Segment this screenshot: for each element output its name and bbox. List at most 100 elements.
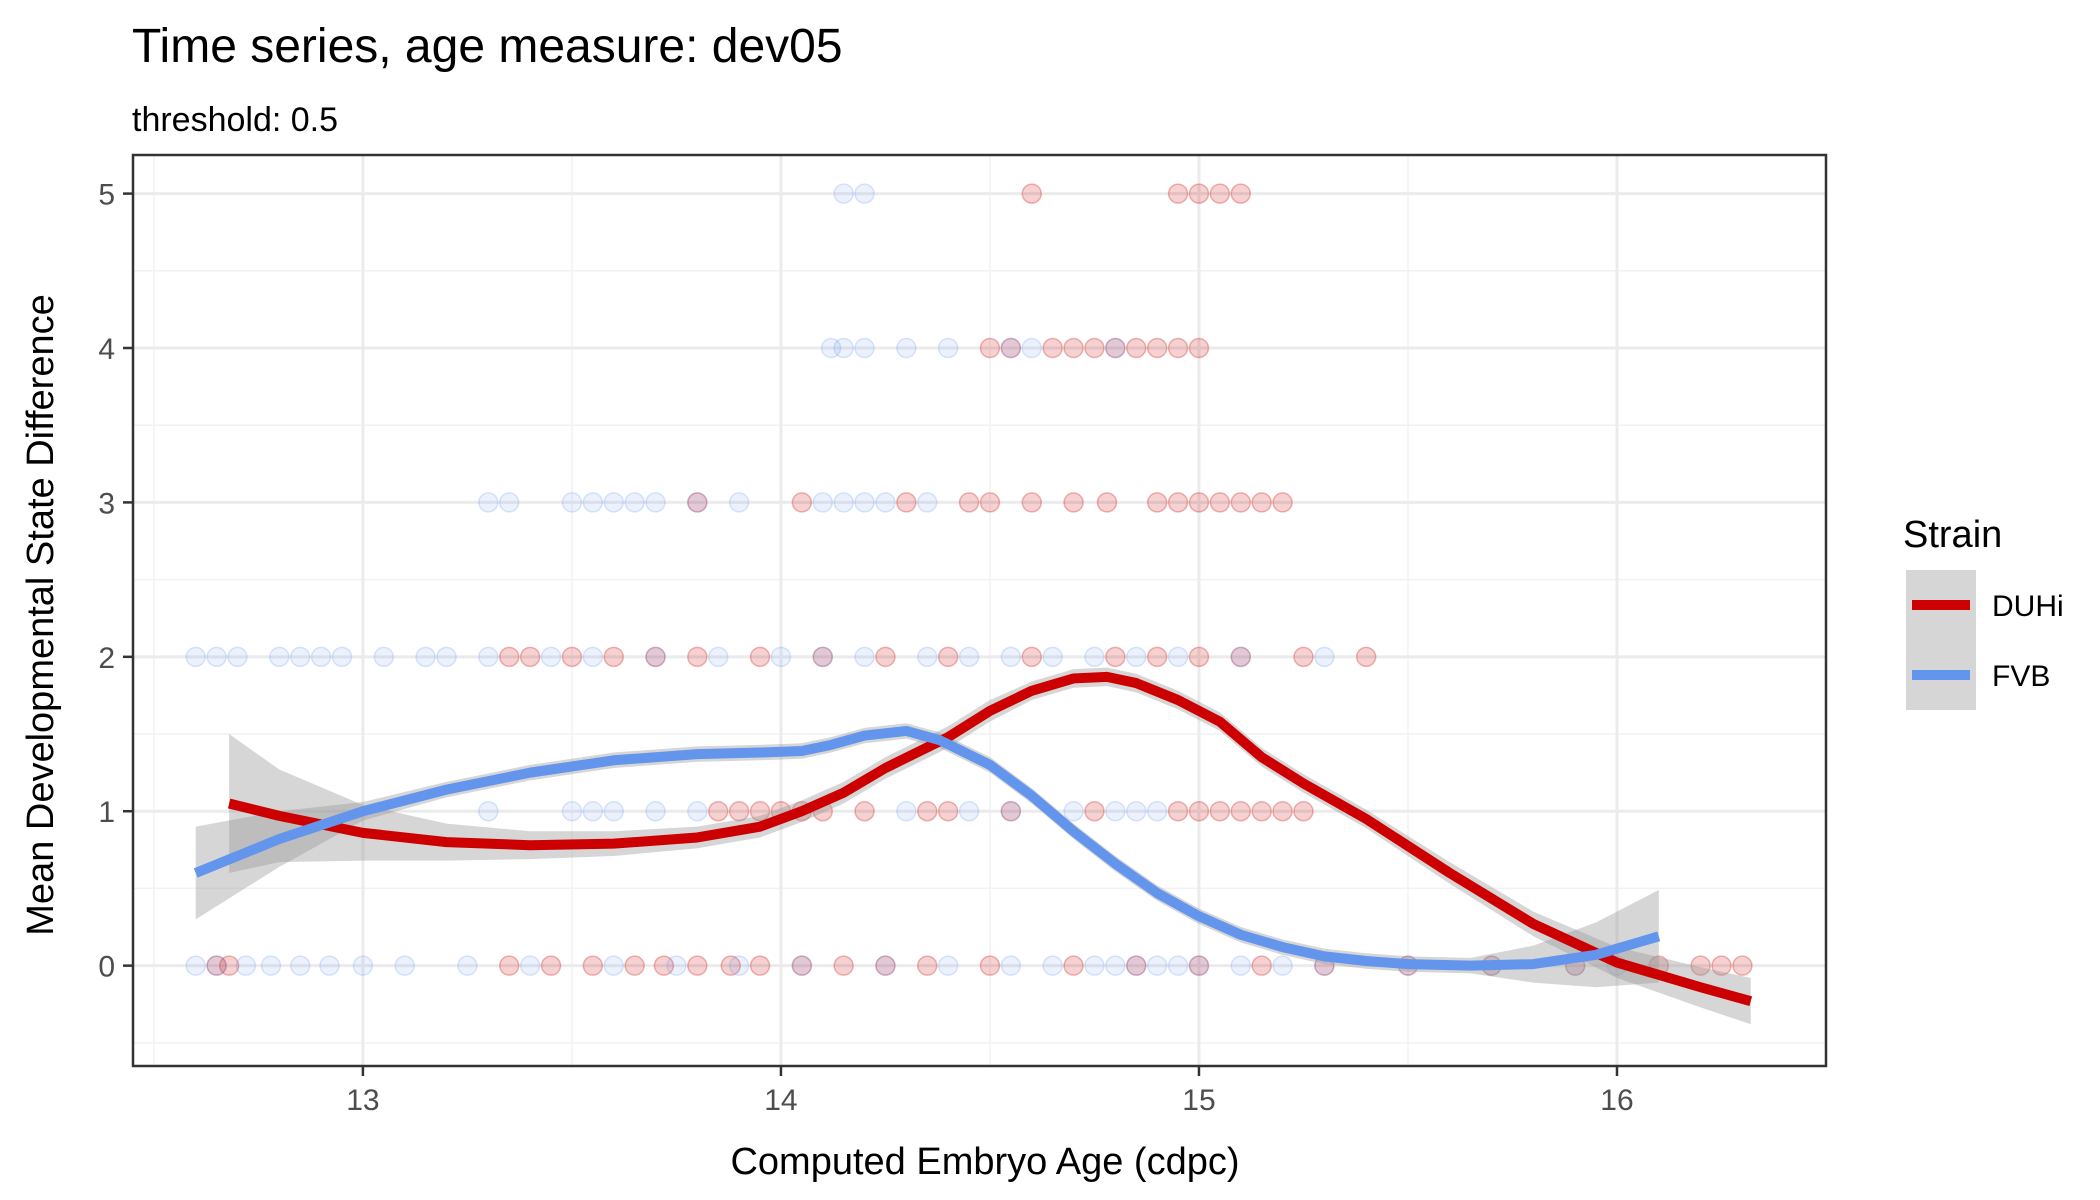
point-duhi	[1230, 646, 1252, 668]
point-fvb	[603, 492, 624, 513]
point-duhi	[1167, 492, 1189, 513]
point-fvb	[916, 492, 938, 513]
point-duhi	[519, 646, 541, 668]
point-fvb	[206, 646, 227, 668]
point-fvb	[436, 646, 457, 668]
point-duhi	[1063, 337, 1084, 359]
point-duhi	[1188, 183, 1210, 204]
point-fvb	[645, 646, 666, 668]
panel-border	[131, 153, 1828, 1068]
point-fvb	[1146, 955, 1168, 976]
point-duhi	[707, 800, 729, 822]
point-fvb	[373, 646, 395, 668]
point-duhi	[1209, 183, 1231, 204]
point-duhi	[1293, 800, 1314, 822]
point-fvb	[1084, 955, 1105, 976]
point-duhi	[1063, 955, 1084, 976]
point-duhi	[1000, 337, 1022, 359]
point-fvb	[812, 492, 833, 513]
point-duhi	[1188, 800, 1210, 822]
point-fvb	[319, 955, 340, 976]
point-duhi	[1230, 492, 1252, 513]
point-fvb	[1272, 955, 1293, 976]
panel-frame	[131, 153, 1828, 1068]
point-duhi	[645, 646, 666, 668]
point-fvb	[875, 955, 896, 976]
point-duhi	[1105, 337, 1126, 359]
point-fvb	[833, 337, 854, 359]
smooth-line-fvb	[193, 725, 1661, 971]
chart-subtitle: threshold: 0.5	[132, 101, 338, 139]
point-duhi	[749, 646, 771, 668]
point-fvb	[582, 492, 604, 513]
point-fvb	[1000, 955, 1022, 976]
point-fvb	[645, 800, 666, 822]
legend-title: Strain	[1903, 514, 2002, 556]
y-tick-label: 1	[98, 796, 115, 829]
point-fvb	[1126, 955, 1147, 976]
panel-background	[133, 155, 1826, 1066]
point-duhi	[1251, 800, 1272, 822]
point-fvb	[561, 800, 583, 822]
point-fvb	[937, 337, 959, 359]
point-fvb	[1167, 646, 1189, 668]
point-fvb	[269, 646, 290, 668]
point-fvb	[1146, 800, 1168, 822]
point-duhi	[1188, 646, 1210, 668]
point-duhi	[1126, 337, 1147, 359]
point-duhi	[206, 955, 227, 976]
y-tick-label: 2	[98, 642, 115, 675]
point-fvb	[415, 646, 436, 668]
point-duhi	[1209, 800, 1231, 822]
point-fvb	[1167, 955, 1189, 976]
point-fvb	[206, 955, 227, 976]
point-duhi	[958, 492, 980, 513]
y-tick-label: 3	[98, 487, 115, 520]
point-fvb	[854, 492, 875, 513]
point-fvb	[896, 800, 917, 822]
point-fvb	[707, 646, 729, 668]
point-duhi	[1251, 492, 1272, 513]
point-duhi	[603, 646, 624, 668]
point-fvb	[1126, 800, 1147, 822]
legend-label: FVB	[1992, 660, 2050, 693]
point-fvb	[603, 955, 624, 976]
point-fvb	[561, 492, 583, 513]
x-tick-label: 15	[1182, 1084, 1215, 1117]
point-fvb	[958, 800, 980, 822]
point-duhi	[833, 955, 854, 976]
point-duhi	[582, 955, 604, 976]
point-fvb	[728, 492, 750, 513]
point-fvb	[1105, 337, 1126, 359]
chart-title: Time series, age measure: dev05	[132, 20, 843, 73]
point-duhi	[218, 955, 240, 976]
point-fvb	[1084, 646, 1105, 668]
point-fvb	[770, 646, 792, 668]
point-duhi	[1711, 955, 1732, 976]
x-tick-label: 14	[764, 1084, 797, 1117]
point-fvb	[185, 955, 206, 976]
point-duhi	[1272, 800, 1293, 822]
point-duhi	[1146, 337, 1168, 359]
point-duhi	[1188, 955, 1210, 976]
point-fvb	[937, 955, 959, 976]
point-duhi	[1084, 800, 1105, 822]
point-fvb	[185, 646, 206, 668]
point-fvb	[582, 646, 604, 668]
point-duhi	[1167, 183, 1189, 204]
point-fvb	[1000, 646, 1022, 668]
point-duhi	[937, 646, 959, 668]
point-duhi	[1105, 646, 1126, 668]
point-duhi	[749, 955, 771, 976]
point-duhi	[1021, 492, 1043, 513]
grid-lines	[133, 155, 1826, 1066]
point-duhi	[791, 955, 813, 976]
point-fvb	[540, 646, 562, 668]
point-fvb	[1126, 646, 1147, 668]
point-fvb	[624, 492, 645, 513]
point-fvb	[820, 337, 842, 359]
point-fvb	[666, 955, 687, 976]
point-duhi	[1230, 183, 1252, 204]
point-duhi	[1209, 492, 1231, 513]
